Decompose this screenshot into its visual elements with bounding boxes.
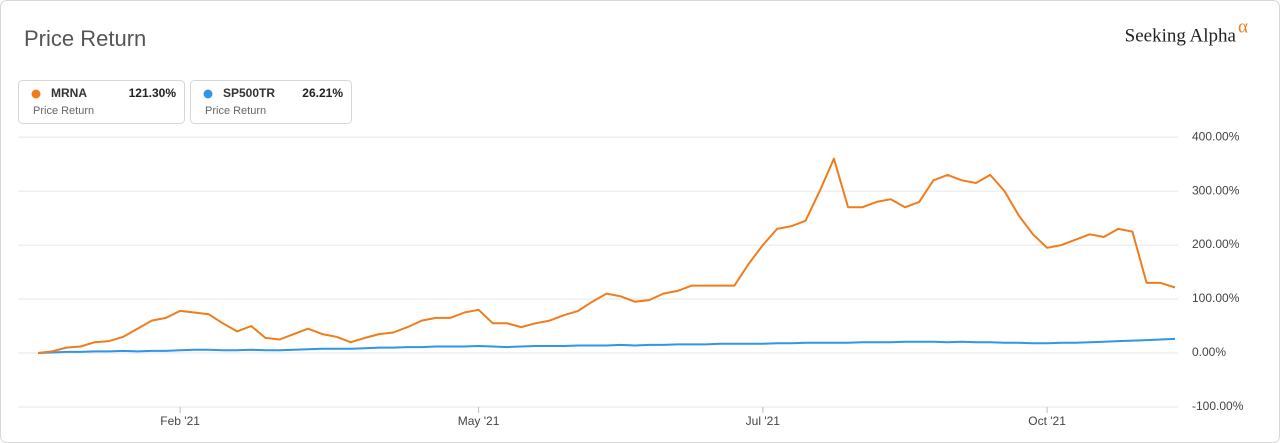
legend-swatch xyxy=(203,89,213,99)
y-tick-label: 0.00% xyxy=(1192,345,1226,359)
y-tick-label: 100.00% xyxy=(1192,291,1240,305)
legend-value: 26.21% xyxy=(302,86,343,100)
y-tick-label: 300.00% xyxy=(1192,183,1240,197)
y-tick-label: 200.00% xyxy=(1192,237,1240,251)
x-tick-label: May '21 xyxy=(458,414,500,428)
legend-box xyxy=(190,80,352,124)
x-tick-label: Jul '21 xyxy=(746,414,781,428)
series-line xyxy=(37,157,1176,354)
brand-mark: α xyxy=(1238,16,1248,37)
chart-title: Price Return xyxy=(24,26,146,51)
legend-value: 121.30% xyxy=(129,86,177,100)
legend-metric: Price Return xyxy=(33,105,94,117)
y-tick-label: 400.00% xyxy=(1192,129,1240,143)
series-line xyxy=(37,337,1176,354)
x-tick-label: Oct '21 xyxy=(1028,414,1066,428)
y-tick-label: -100.00% xyxy=(1192,399,1244,413)
legend-metric: Price Return xyxy=(205,105,266,117)
legend-name: MRNA xyxy=(51,86,87,100)
brand: Seeking Alpha xyxy=(1125,25,1237,46)
legend-swatch xyxy=(31,89,41,99)
legend-box xyxy=(18,80,185,124)
x-tick-label: Feb '21 xyxy=(160,414,200,428)
legend-name: SP500TR xyxy=(223,86,275,100)
